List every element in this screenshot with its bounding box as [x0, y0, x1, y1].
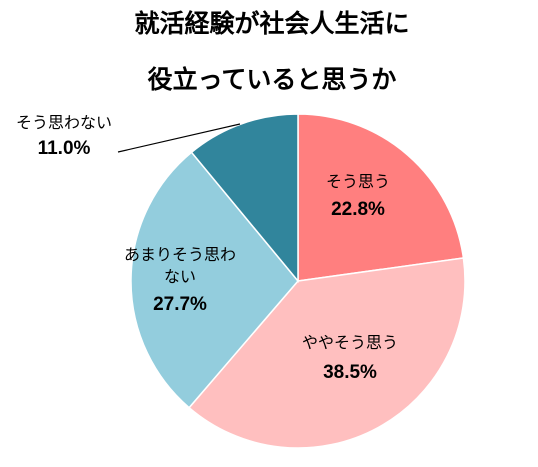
pie-slice-3 — [130, 151, 299, 409]
slice-label-3-line-2: ない — [164, 267, 196, 286]
chart-title-line-2: 役立っていると思うか — [148, 65, 397, 94]
slice-value-3: 27.7% — [153, 294, 207, 315]
slice-label-4-line-1: そう思わない — [16, 113, 112, 132]
slice-label-2-line-1: ややそう思う — [302, 333, 398, 352]
leader-line-4 — [117, 123, 241, 153]
slice-value-4: 11.0% — [38, 138, 91, 159]
pie-slice-1 — [297, 113, 465, 282]
slice-label-1-line-1: そう思う — [326, 172, 390, 191]
pie-slice-4 — [190, 113, 299, 284]
pie-slices — [130, 113, 466, 449]
slice-value-1: 22.8% — [331, 199, 385, 220]
slice-label-3-line-1: あまりそう思わ — [124, 245, 236, 264]
pie-slice-2 — [188, 257, 466, 449]
slice-value-2: 38.5% — [323, 362, 377, 383]
chart-title-line-1: 就活経験が社会人生活に — [134, 9, 409, 38]
